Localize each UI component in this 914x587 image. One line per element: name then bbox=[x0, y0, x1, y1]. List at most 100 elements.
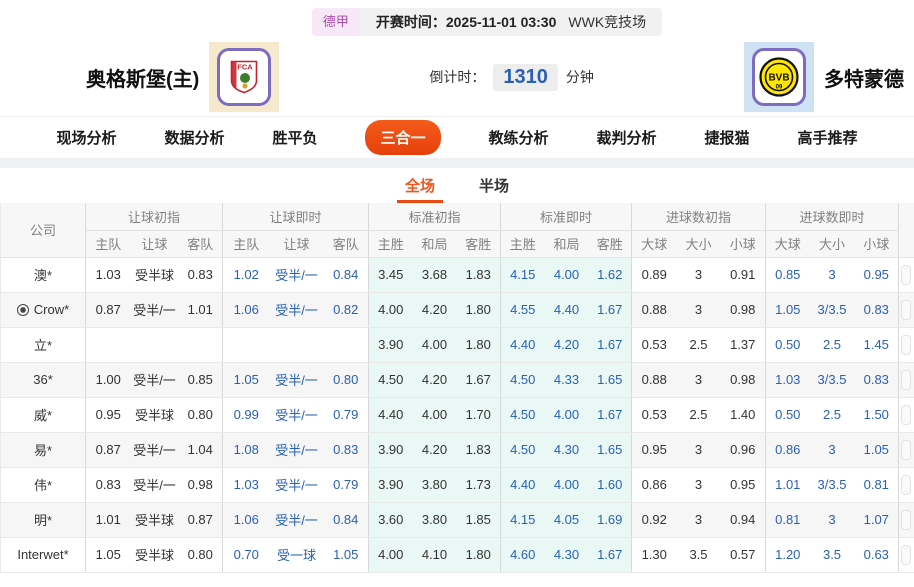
odds-cell: 1.67 bbox=[588, 397, 632, 433]
odds-cell: 0.50 bbox=[765, 397, 810, 433]
odds-cell: 0.98 bbox=[720, 362, 766, 398]
odds-cell: 3 bbox=[676, 432, 721, 468]
odds-cell: 受半/一 bbox=[269, 467, 324, 503]
column-header: 大球 bbox=[631, 230, 677, 258]
column-header: 客队 bbox=[178, 230, 223, 258]
svg-text:FCA: FCA bbox=[238, 63, 254, 72]
table-row: 36* 1.00 受半/一 0.85 1.05 受半/一 0.80 4.50 4.20 1.67 4… bbox=[0, 362, 914, 398]
odds-cell: 4.20 bbox=[412, 362, 457, 398]
odds-cell: 1.70 bbox=[456, 397, 501, 433]
nav-tab-6[interactable]: 裁判分析 bbox=[596, 130, 657, 147]
odds-cell: 受一球 bbox=[269, 537, 324, 573]
odds-cell: 受半/一 bbox=[269, 502, 324, 538]
odds-cell: 1.60 bbox=[588, 467, 632, 503]
odds-cell: 4.20 bbox=[544, 327, 589, 363]
cutoff-button-fragment bbox=[901, 264, 912, 285]
odds-cell: 3.80 bbox=[412, 467, 457, 503]
table-row: Crow* 0.87 受半/一 1.01 1.06 受半/一 0.82 4.00 4.20 1.8… bbox=[0, 292, 914, 328]
odds-cell: 受半/一 bbox=[130, 467, 179, 503]
company-name: 36* bbox=[33, 372, 53, 387]
odds-cell: 1.05 bbox=[854, 432, 899, 468]
countdown-value: 1310 bbox=[493, 63, 558, 91]
odds-cell: 0.85 bbox=[765, 257, 810, 293]
odds-cell: 4.60 bbox=[500, 537, 545, 573]
odds-cell: 3 bbox=[676, 292, 721, 328]
cutoff-cell bbox=[898, 537, 914, 573]
group-header: 进球数初指 bbox=[630, 203, 766, 231]
cutoff-cell bbox=[898, 397, 914, 433]
odds-cell: 1.05 bbox=[323, 537, 369, 573]
cutoff-button-fragment bbox=[901, 404, 912, 425]
nav-tab-4[interactable]: 三合一 bbox=[365, 120, 441, 155]
column-header: 大小 bbox=[809, 230, 855, 258]
odds-cell: 1.50 bbox=[854, 397, 899, 433]
column-header: 客胜 bbox=[588, 230, 632, 258]
odds-cell bbox=[323, 327, 369, 363]
column-header: 主队 bbox=[85, 230, 131, 258]
odds-cell: 受半/一 bbox=[130, 362, 179, 398]
odds-cell bbox=[222, 327, 270, 363]
odds-cell: 3.90 bbox=[368, 467, 413, 503]
odds-cell: 1.80 bbox=[456, 537, 501, 573]
group-header: 让球初指 bbox=[85, 203, 223, 231]
home-team-logo: FCA bbox=[209, 42, 280, 112]
svg-text:09: 09 bbox=[776, 85, 783, 91]
odds-cell: 3.45 bbox=[368, 257, 413, 293]
odds-cell: 0.95 bbox=[85, 397, 131, 433]
scope-tab-1[interactable]: 全场 bbox=[396, 175, 444, 203]
odds-cell: 1.01 bbox=[765, 467, 810, 503]
match-header: 奥格斯堡(主) FCA 倒计时： 1310 分钟 BV bbox=[0, 36, 914, 116]
column-header: 主队 bbox=[222, 230, 270, 258]
odds-cell: 1.37 bbox=[720, 327, 766, 363]
odds-cell: 受半/一 bbox=[269, 292, 324, 328]
nav-tab-7[interactable]: 捷报猫 bbox=[704, 130, 750, 147]
cutoff-button-fragment bbox=[901, 439, 912, 460]
scope-tabs: 全场 半场 bbox=[0, 168, 914, 203]
table-row: 明* 1.01 受半球 0.87 1.06 受半/一 0.84 3.60 3.80 1.85 4.1… bbox=[0, 502, 914, 538]
odds-cell: 0.92 bbox=[631, 502, 677, 538]
company-name: 立* bbox=[33, 338, 53, 353]
odds-cell: 1.05 bbox=[85, 537, 131, 573]
odds-cell: 3/3.5 bbox=[809, 467, 855, 503]
odds-cell: 1.03 bbox=[765, 362, 810, 398]
odds-cell: 0.98 bbox=[178, 467, 223, 503]
nav-tab-2[interactable]: 数据分析 bbox=[164, 130, 225, 147]
odds-cell: 4.00 bbox=[368, 292, 413, 328]
odds-cell: 受半球 bbox=[130, 537, 179, 573]
company-name: 伟* bbox=[33, 478, 53, 493]
odds-cell bbox=[130, 327, 179, 363]
table-row: 易* 0.87 受半/一 1.04 1.08 受半/一 0.83 3.90 4.20 1.83 4.… bbox=[0, 432, 914, 468]
cutoff-button-fragment bbox=[901, 334, 912, 355]
odds-cell: 3/3.5 bbox=[809, 362, 855, 398]
company-cell: Interwet* bbox=[0, 537, 86, 573]
odds-cell: 4.40 bbox=[368, 397, 413, 433]
odds-cell: 1.05 bbox=[222, 362, 270, 398]
odds-cell: 4.00 bbox=[368, 537, 413, 573]
nav-tab-5[interactable]: 教练分析 bbox=[488, 130, 549, 147]
odds-cell: 1.85 bbox=[456, 502, 501, 538]
company-cell: 易* bbox=[0, 432, 86, 468]
league-badge[interactable]: 德甲 bbox=[311, 8, 360, 36]
odds-cell: 受半球 bbox=[130, 397, 179, 433]
odds-cell: 受半/一 bbox=[269, 257, 324, 293]
nav-tab-1[interactable]: 现场分析 bbox=[56, 130, 117, 147]
odds-cell: 1.01 bbox=[85, 502, 131, 538]
company-cell: 36* bbox=[0, 362, 86, 398]
odds-cell: 受半球 bbox=[130, 502, 179, 538]
countdown-label: 倒计时： bbox=[429, 69, 486, 85]
odds-cell: 4.15 bbox=[500, 257, 545, 293]
company-cell: 伟* bbox=[0, 467, 86, 503]
column-header: 主胜 bbox=[368, 230, 413, 258]
nav-tab-3[interactable]: 胜平负 bbox=[272, 130, 318, 147]
odds-cell: 0.83 bbox=[323, 432, 369, 468]
odds-cell: 0.50 bbox=[765, 327, 810, 363]
odds-cell: 2.5 bbox=[676, 397, 721, 433]
odds-cell: 1.83 bbox=[456, 432, 501, 468]
svg-text:BVB: BVB bbox=[768, 73, 789, 84]
column-header: 小球 bbox=[720, 230, 766, 258]
scope-tab-2[interactable]: 半场 bbox=[479, 178, 510, 195]
nav-tab-8[interactable]: 高手推荐 bbox=[797, 130, 858, 147]
group-header: 标准即时 bbox=[500, 203, 632, 231]
odds-cell: 0.88 bbox=[631, 362, 677, 398]
cutoff-button-fragment bbox=[901, 299, 912, 320]
